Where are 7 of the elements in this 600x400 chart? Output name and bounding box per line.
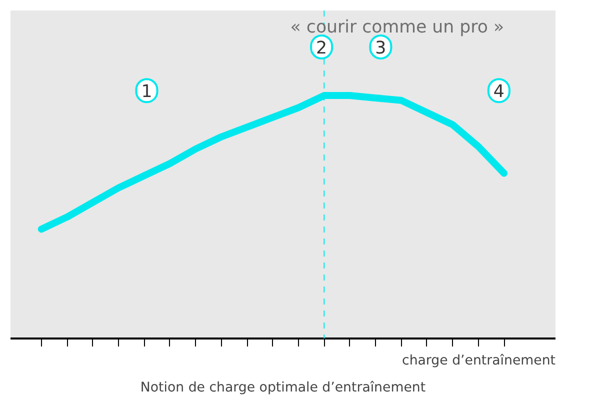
x-axis-title: charge d’entraînement: [402, 354, 556, 368]
annotation: 1: [141, 82, 152, 102]
text: « courir comme un pro »: [290, 18, 504, 38]
text: 2: [316, 38, 328, 58]
text: Notion de charge optimale d’entraînement: [140, 380, 426, 396]
annotation: 4: [493, 82, 504, 102]
text: 3: [375, 38, 386, 58]
